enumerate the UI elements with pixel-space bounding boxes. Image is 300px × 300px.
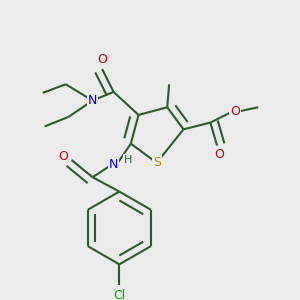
Text: H: H	[124, 155, 132, 165]
Text: O: O	[230, 105, 240, 118]
Text: Cl: Cl	[113, 289, 125, 300]
Text: N: N	[109, 158, 118, 171]
Text: S: S	[153, 156, 161, 169]
Text: O: O	[58, 150, 68, 163]
Text: N: N	[88, 94, 97, 107]
Text: O: O	[214, 148, 224, 161]
Text: O: O	[97, 53, 107, 66]
